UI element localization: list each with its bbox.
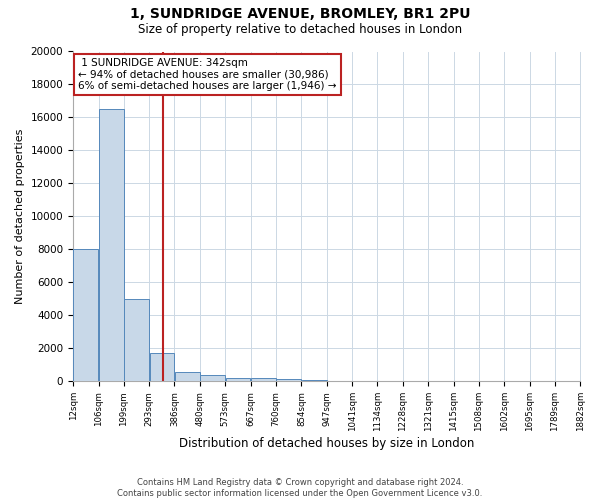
Bar [99,109,124,382]
Bar [302,380,326,382]
Text: Size of property relative to detached houses in London: Size of property relative to detached ho… [138,22,462,36]
Bar [175,372,200,382]
Text: 1 SUNDRIDGE AVENUE: 342sqm
← 94% of detached houses are smaller (30,986)
6% of s: 1 SUNDRIDGE AVENUE: 342sqm ← 94% of deta… [78,58,337,92]
X-axis label: Distribution of detached houses by size in London: Distribution of detached houses by size … [179,437,475,450]
Bar [149,354,175,382]
Bar [226,378,250,382]
Bar [276,379,301,382]
Bar [200,375,225,382]
Bar [73,248,98,382]
Text: Contains HM Land Registry data © Crown copyright and database right 2024.
Contai: Contains HM Land Registry data © Crown c… [118,478,482,498]
Bar [251,378,276,382]
Y-axis label: Number of detached properties: Number of detached properties [15,128,25,304]
Bar [124,299,149,382]
Text: 1, SUNDRIDGE AVENUE, BROMLEY, BR1 2PU: 1, SUNDRIDGE AVENUE, BROMLEY, BR1 2PU [130,8,470,22]
